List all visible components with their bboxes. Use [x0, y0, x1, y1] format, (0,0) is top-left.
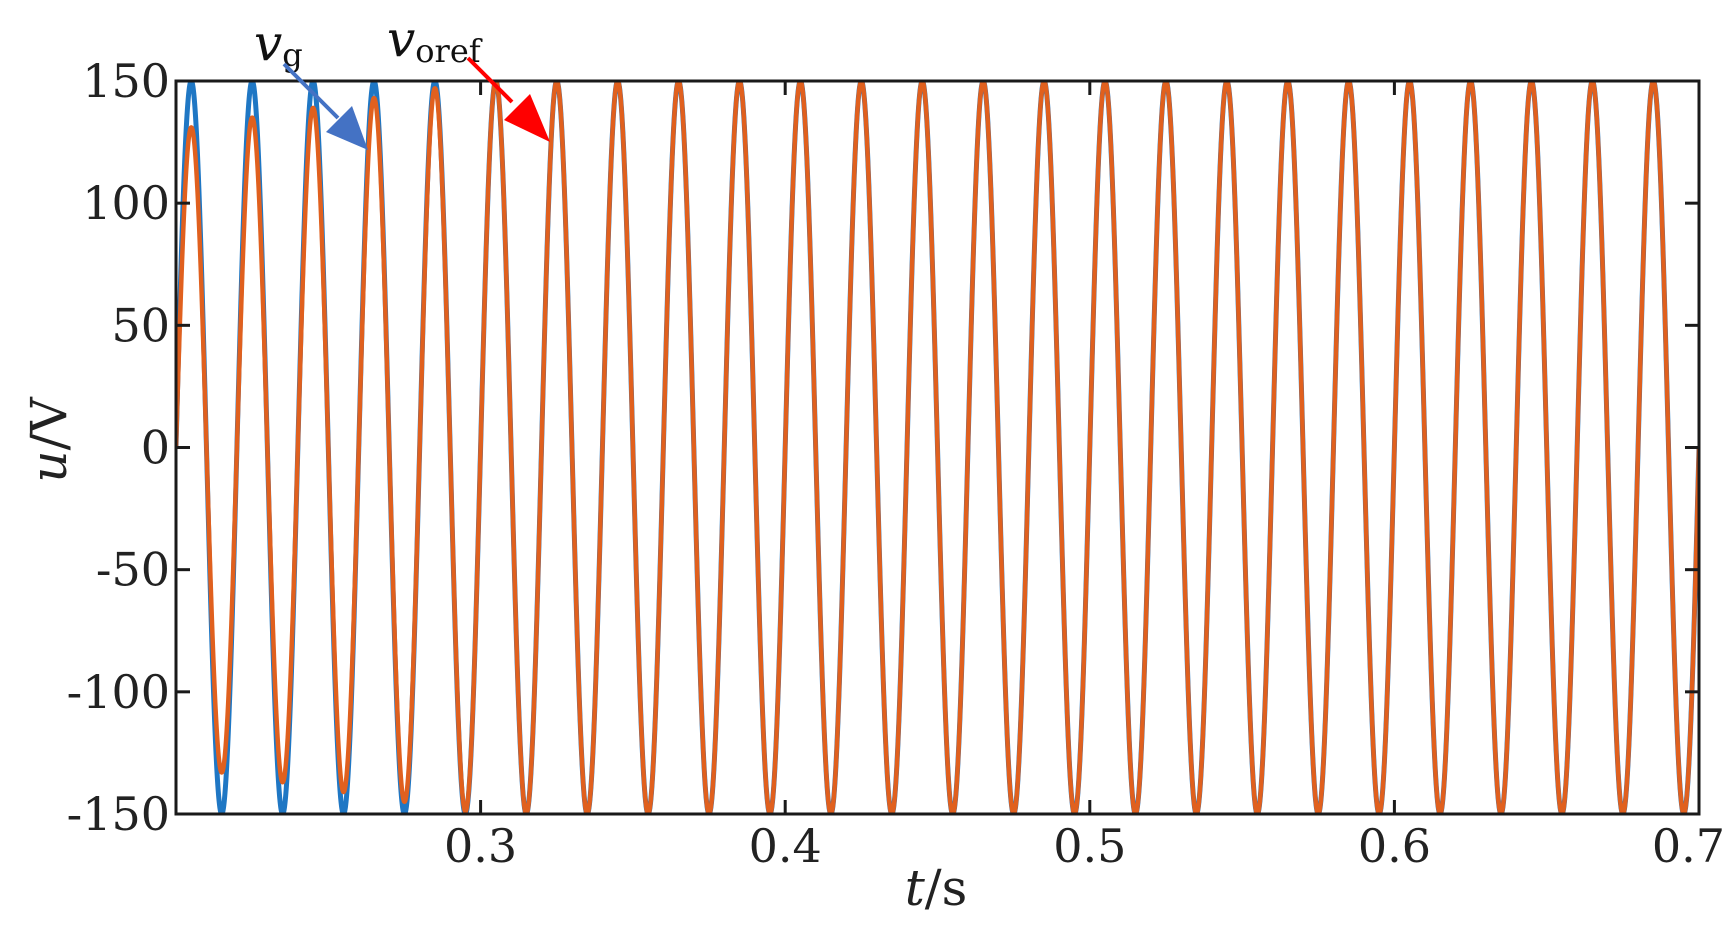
annotation-v-g-arrow — [282, 62, 340, 120]
y-tick-label: 50 — [111, 298, 170, 352]
y-tick-label: 0 — [141, 421, 170, 475]
x-tick-labels: 0.3 0.4 0.5 0.6 0.7 — [444, 819, 1725, 873]
x-axis-title: t/s — [905, 859, 968, 917]
tick-marks — [176, 79, 1701, 816]
annotation-v-g: vg — [254, 14, 368, 150]
y-tick-label: -150 — [67, 787, 170, 841]
annotation-v-oref-arrowhead — [504, 94, 550, 142]
x-tick-label: 0.4 — [749, 819, 822, 873]
annotation-v-g-arrowhead — [326, 106, 368, 150]
y-tick-label: 100 — [82, 176, 170, 230]
annotation-v-oref: voref — [387, 10, 550, 142]
y-tick-label: -100 — [67, 665, 170, 719]
y-axis-title: u/V — [20, 397, 78, 483]
svg-text:vg: vg — [254, 14, 303, 74]
x-tick-label: 0.3 — [444, 819, 517, 873]
annotation-v-oref-arrow — [466, 56, 514, 104]
series-line-v-oref — [176, 81, 1699, 814]
y-tick-label: 150 — [82, 54, 170, 108]
x-tick-label: 0.6 — [1358, 819, 1431, 873]
series-layer — [176, 81, 1699, 814]
svg-text:voref: voref — [387, 10, 483, 70]
x-tick-label: 0.5 — [1053, 819, 1126, 873]
x-tick-label: 0.7 — [1652, 819, 1725, 873]
y-tick-label: -50 — [96, 543, 170, 597]
y-tick-labels: 150 100 50 0 -50 -100 -150 — [67, 54, 170, 841]
